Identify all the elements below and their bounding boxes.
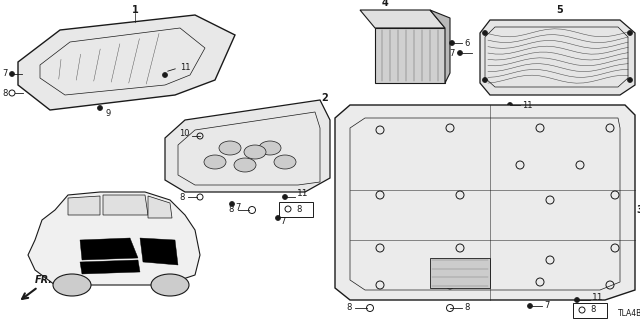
Polygon shape <box>80 260 140 274</box>
Text: 1: 1 <box>132 5 138 15</box>
Text: 9: 9 <box>106 108 111 117</box>
Text: 8: 8 <box>180 193 185 202</box>
Polygon shape <box>18 15 235 110</box>
Polygon shape <box>80 238 138 260</box>
Text: 4: 4 <box>381 0 388 8</box>
Circle shape <box>508 102 513 108</box>
Ellipse shape <box>244 145 266 159</box>
FancyBboxPatch shape <box>573 303 607 318</box>
Circle shape <box>627 77 632 83</box>
Text: 11: 11 <box>297 189 308 198</box>
Circle shape <box>575 298 579 302</box>
Circle shape <box>230 202 234 206</box>
Circle shape <box>449 41 454 45</box>
Text: 8: 8 <box>228 205 234 214</box>
Circle shape <box>282 195 287 199</box>
Text: 8: 8 <box>590 306 595 315</box>
Text: 5: 5 <box>557 5 563 15</box>
Ellipse shape <box>234 158 256 172</box>
Text: 7: 7 <box>3 69 8 78</box>
Text: 7: 7 <box>544 301 549 310</box>
Text: 2: 2 <box>322 93 328 103</box>
Text: 10: 10 <box>179 129 190 138</box>
Circle shape <box>163 73 168 77</box>
Polygon shape <box>480 20 635 95</box>
Text: FR.: FR. <box>35 275 53 285</box>
Circle shape <box>627 30 632 36</box>
Text: 7: 7 <box>280 218 285 227</box>
Polygon shape <box>430 10 450 83</box>
Polygon shape <box>375 28 445 83</box>
Ellipse shape <box>259 141 281 155</box>
Text: 8: 8 <box>3 89 8 98</box>
Text: 8: 8 <box>347 303 352 313</box>
Polygon shape <box>103 195 148 215</box>
Text: TLA4B4212A: TLA4B4212A <box>618 309 640 318</box>
Polygon shape <box>360 10 445 28</box>
Polygon shape <box>28 192 200 285</box>
FancyBboxPatch shape <box>279 202 313 217</box>
Ellipse shape <box>274 155 296 169</box>
Polygon shape <box>140 238 178 265</box>
Text: 6: 6 <box>464 38 469 47</box>
Circle shape <box>483 30 488 36</box>
Ellipse shape <box>53 274 91 296</box>
Text: 11: 11 <box>522 100 532 109</box>
Circle shape <box>10 71 15 76</box>
Polygon shape <box>430 258 490 288</box>
Text: 8: 8 <box>464 303 469 313</box>
Circle shape <box>275 215 280 220</box>
Circle shape <box>483 77 488 83</box>
Ellipse shape <box>219 141 241 155</box>
Circle shape <box>458 51 463 55</box>
Polygon shape <box>148 196 172 218</box>
Circle shape <box>97 106 102 110</box>
Ellipse shape <box>204 155 226 169</box>
Text: 7: 7 <box>235 204 241 212</box>
Text: 8: 8 <box>296 204 301 213</box>
Text: 3: 3 <box>637 205 640 215</box>
Polygon shape <box>68 196 100 215</box>
Text: 11: 11 <box>180 62 191 71</box>
Polygon shape <box>165 100 330 192</box>
Polygon shape <box>335 105 635 300</box>
Circle shape <box>527 303 532 308</box>
Text: 7: 7 <box>450 49 455 58</box>
Text: 11: 11 <box>592 292 604 301</box>
Ellipse shape <box>151 274 189 296</box>
